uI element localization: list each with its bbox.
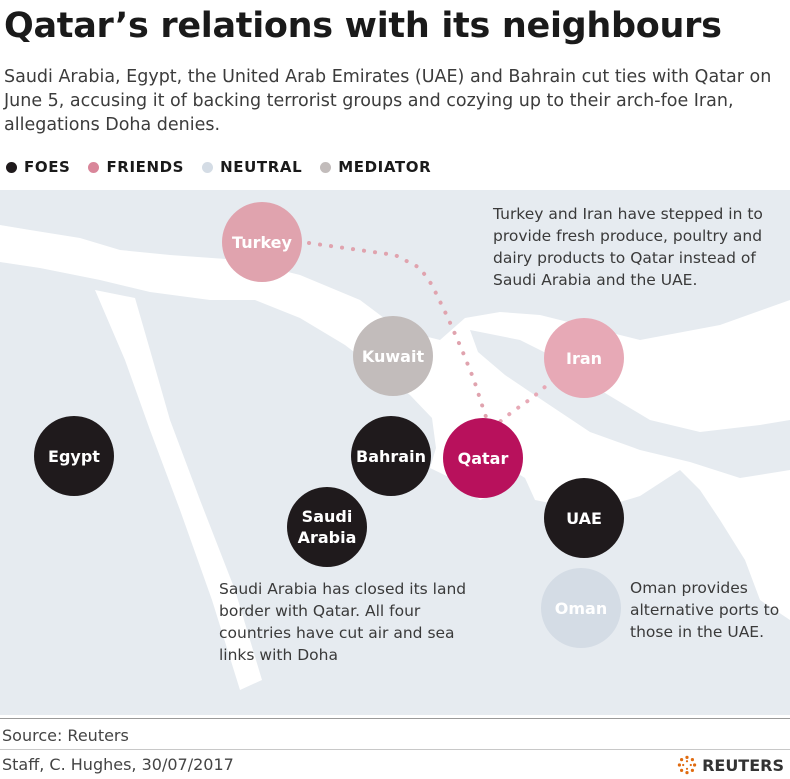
page-title: Qatar’s relations with its neighbours xyxy=(4,6,722,46)
land-north xyxy=(0,190,790,340)
source-credit: Source: Reuters xyxy=(2,726,129,745)
legend-label-neutral: NEUTRAL xyxy=(220,158,303,176)
country-egypt: Egypt xyxy=(34,416,114,496)
footer-divider-top xyxy=(0,718,790,719)
legend-item-friends: FRIENDS xyxy=(88,158,184,176)
legend-label-mediator: MEDIATOR xyxy=(338,158,432,176)
note-turkey-iran: Turkey and Iran have stepped in to provi… xyxy=(493,205,763,289)
legend-dot-friends xyxy=(88,161,100,173)
legend: FOES FRIENDS NEUTRAL MEDIATOR xyxy=(6,158,449,176)
author-credit: Staff, C. Hughes, 30/07/2017 xyxy=(2,755,234,774)
legend-item-mediator: MEDIATOR xyxy=(320,158,431,176)
country-uae: UAE xyxy=(544,478,624,558)
country-qatar: Qatar xyxy=(443,418,523,498)
red-sea xyxy=(95,290,262,690)
legend-item-foes: FOES xyxy=(6,158,70,176)
country-iran: Iran xyxy=(544,318,624,398)
legend-label-friends: FRIENDS xyxy=(106,158,185,176)
country-oman: Oman xyxy=(541,568,621,648)
reuters-logo: REUTERS xyxy=(677,755,784,775)
country-saudi-arabia: Saudi Arabia xyxy=(287,487,367,567)
legend-dot-mediator xyxy=(320,161,332,173)
legend-label-foes: FOES xyxy=(24,158,71,176)
reuters-logo-text: REUTERS xyxy=(702,755,784,775)
subtitle: Saudi Arabia, Egypt, the United Arab Emi… xyxy=(4,67,772,135)
route-turkey-qatar xyxy=(307,241,489,422)
reuters-logo-icon xyxy=(677,755,697,775)
country-turkey: Turkey xyxy=(222,202,302,282)
footer-divider xyxy=(0,749,790,750)
note-saudi-arabia: Saudi Arabia has closed its land border … xyxy=(219,580,467,664)
legend-item-neutral: NEUTRAL xyxy=(202,158,302,176)
legend-dot-neutral xyxy=(202,161,214,173)
legend-dot-foes xyxy=(6,161,17,173)
note-oman: Oman provides alternative ports to those… xyxy=(630,579,780,641)
country-kuwait: Kuwait xyxy=(353,316,433,396)
country-bahrain: Bahrain xyxy=(351,416,431,496)
